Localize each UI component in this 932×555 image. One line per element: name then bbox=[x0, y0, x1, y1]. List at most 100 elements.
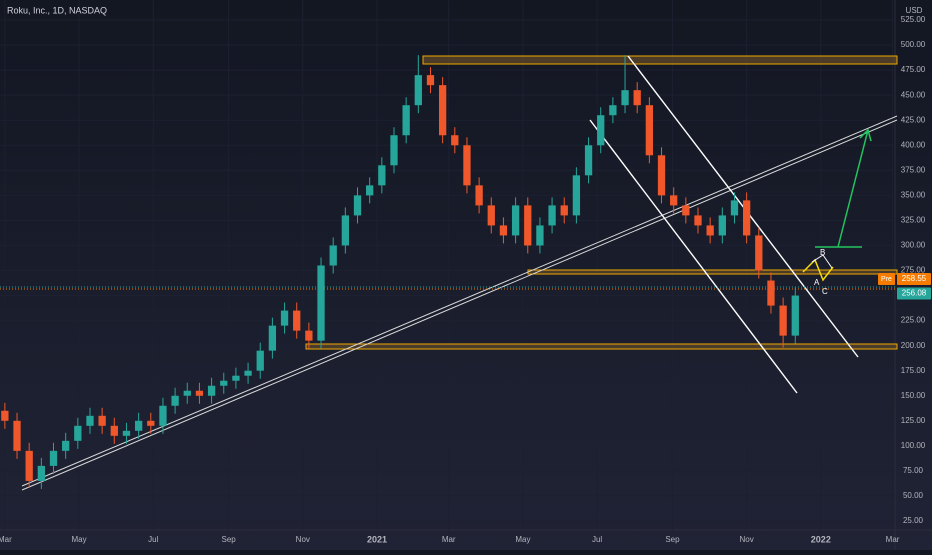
x-tick-label: 2021 bbox=[367, 534, 387, 544]
candle-body bbox=[25, 450, 33, 481]
price-tag-box bbox=[878, 272, 895, 285]
candle-body bbox=[694, 215, 702, 226]
channel-line bbox=[589, 119, 798, 394]
y-tick-label: 325.00 bbox=[901, 216, 926, 225]
price-tag: Pre bbox=[881, 276, 892, 283]
y-tick-label: 300.00 bbox=[901, 241, 926, 250]
candle-body bbox=[366, 185, 374, 196]
x-tick-label: Jul bbox=[592, 535, 602, 544]
candle-body bbox=[256, 350, 264, 371]
chart-title: Roku, Inc., 1D, NASDAQ bbox=[7, 5, 107, 15]
y-tick-label: 25.00 bbox=[903, 516, 924, 525]
candle-body bbox=[730, 200, 739, 216]
price-label-box bbox=[897, 287, 931, 300]
candle-body bbox=[305, 330, 313, 341]
support-zone bbox=[527, 269, 898, 275]
candle-body bbox=[706, 225, 714, 236]
y-tick-label: 200.00 bbox=[901, 341, 926, 350]
candle-body bbox=[584, 145, 593, 176]
candle-body bbox=[390, 135, 398, 166]
resistance-zone bbox=[422, 55, 898, 65]
candle-body bbox=[451, 135, 459, 146]
candle-body bbox=[13, 420, 21, 451]
y-tick-label: 425.00 bbox=[901, 115, 926, 124]
x-tick-label: Sep bbox=[665, 535, 680, 544]
trendline bbox=[21, 119, 898, 491]
candle-body bbox=[597, 115, 605, 146]
y-tick-label: 400.00 bbox=[901, 140, 926, 149]
candle-body bbox=[110, 425, 118, 436]
abc-pattern bbox=[811, 254, 833, 269]
candle-body bbox=[718, 215, 726, 236]
x-tick-label: 2022 bbox=[811, 534, 831, 544]
candle-body bbox=[183, 390, 191, 396]
y-tick-label: 175.00 bbox=[901, 366, 926, 375]
candle-body bbox=[645, 105, 654, 156]
candle-body bbox=[122, 430, 131, 436]
candle-body bbox=[62, 440, 70, 451]
y-tick-label: 350.00 bbox=[901, 190, 926, 199]
annotation: B bbox=[820, 248, 825, 257]
candle-body bbox=[353, 195, 362, 216]
x-tick-label: Mar bbox=[442, 535, 456, 544]
x-tick-label: Nov bbox=[296, 535, 310, 544]
candle-body bbox=[511, 205, 520, 236]
candle-body bbox=[37, 465, 45, 481]
candle-body bbox=[195, 390, 204, 396]
arrow bbox=[837, 129, 869, 248]
candle-body bbox=[463, 145, 471, 186]
y-tick-label: 150.00 bbox=[901, 391, 926, 400]
x-tick-label: Mar bbox=[886, 535, 900, 544]
annotation: A bbox=[814, 278, 820, 287]
candle-body bbox=[134, 420, 143, 431]
candle-body bbox=[147, 420, 155, 426]
candle-body bbox=[742, 200, 751, 236]
candle-body bbox=[609, 105, 617, 116]
x-tick-label: Jul bbox=[148, 535, 158, 544]
y-tick-label: 225.00 bbox=[901, 316, 926, 325]
candle-body bbox=[207, 385, 216, 396]
candles bbox=[1, 55, 799, 489]
grid bbox=[0, 0, 895, 530]
y-tick-label: 450.00 bbox=[901, 90, 926, 99]
candle-body bbox=[426, 75, 435, 86]
x-tick-label: Mar bbox=[0, 535, 12, 544]
candle-body bbox=[572, 175, 581, 216]
candle-body bbox=[171, 395, 179, 406]
candle-body bbox=[232, 375, 240, 381]
candle-body bbox=[280, 310, 289, 326]
candle-body bbox=[475, 185, 483, 206]
candle-body bbox=[414, 75, 422, 106]
y-tick-label: 50.00 bbox=[903, 491, 924, 500]
candle-body bbox=[244, 370, 252, 376]
candle-body bbox=[49, 450, 58, 466]
y-tick-label: 100.00 bbox=[901, 441, 926, 450]
candle-body bbox=[159, 405, 167, 426]
x-tick-label: May bbox=[515, 535, 530, 544]
candle-body bbox=[438, 85, 447, 136]
candle-body bbox=[524, 205, 532, 246]
candle-body bbox=[402, 105, 410, 136]
x-tick-label: Sep bbox=[221, 535, 236, 544]
candle-body bbox=[548, 205, 556, 226]
candle-body bbox=[499, 225, 508, 236]
y-tick-label: 75.00 bbox=[903, 466, 924, 475]
price-label: 258.55 bbox=[902, 274, 927, 283]
y-tick-label: 375.00 bbox=[901, 165, 926, 174]
candle-body bbox=[1, 410, 9, 421]
candle-body bbox=[791, 295, 799, 336]
abc-pattern bbox=[802, 258, 834, 282]
x-tick-label: May bbox=[71, 535, 86, 544]
candle-body bbox=[560, 205, 568, 216]
candle-body bbox=[657, 155, 666, 196]
candle-body bbox=[670, 195, 678, 206]
currency-label: USD bbox=[906, 6, 923, 15]
candle-body bbox=[536, 225, 544, 246]
candle-body bbox=[293, 310, 301, 331]
candle-body bbox=[633, 90, 641, 106]
y-tick-label: 475.00 bbox=[901, 65, 926, 74]
candle-body bbox=[329, 245, 337, 266]
x-tick-label: Nov bbox=[740, 535, 754, 544]
candle-body bbox=[682, 205, 690, 216]
